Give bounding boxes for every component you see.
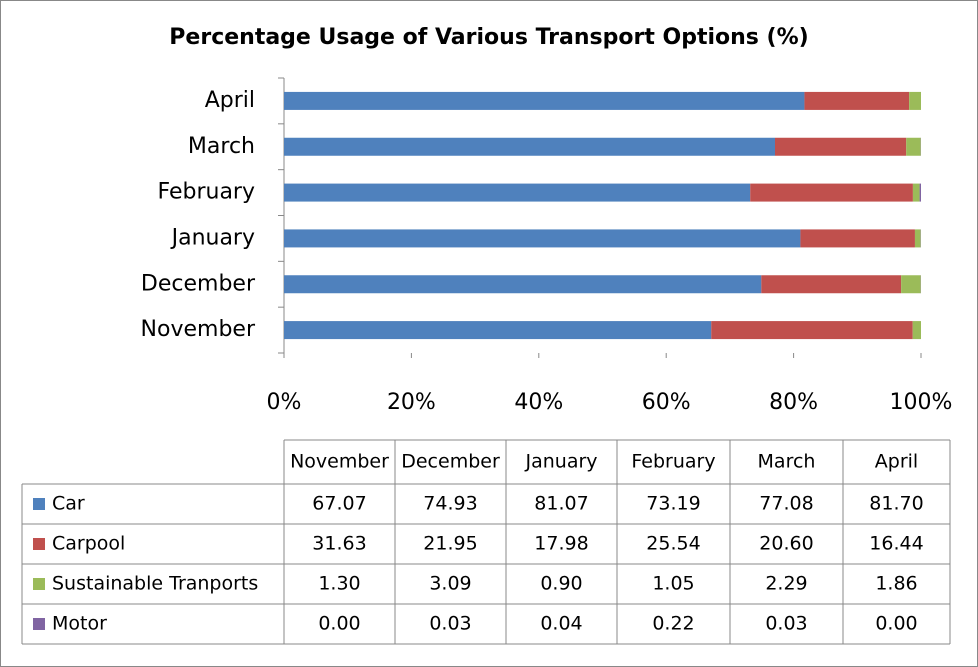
y-tick-label: February: [158, 180, 256, 205]
bar-segment: [804, 91, 910, 110]
x-tick-label: 40%: [514, 390, 563, 415]
table-cell: 0.90: [540, 573, 582, 595]
bar-segment: [284, 91, 805, 110]
table-header: March: [758, 451, 816, 473]
y-tick-label: April: [205, 88, 255, 113]
table-cell: 73.19: [646, 493, 700, 515]
legend-swatch: [33, 578, 45, 590]
x-tick-label: 0%: [267, 390, 302, 415]
table-cell: 25.54: [646, 533, 700, 555]
legend-swatch: [33, 498, 45, 510]
y-tick-label: December: [141, 271, 256, 296]
table-cell: 1.30: [318, 573, 360, 595]
legend-label: Motor: [52, 613, 107, 635]
bar-segment: [912, 321, 921, 340]
legend-label: Carpool: [52, 533, 125, 555]
table-header: November: [290, 451, 389, 473]
x-tick-label: 20%: [387, 390, 436, 415]
table-cell: 16.44: [869, 533, 923, 555]
table-cell: 0.03: [765, 613, 807, 635]
bar-segment: [901, 275, 921, 294]
bar-segment: [284, 183, 751, 202]
table-cell: 1.86: [875, 573, 917, 595]
table-header: December: [401, 451, 500, 473]
table-cell: 81.07: [534, 493, 588, 515]
x-tick-label: 100%: [890, 390, 953, 415]
legend-swatch: [33, 618, 45, 630]
table-cell: 21.95: [423, 533, 477, 555]
bar-segment: [750, 183, 913, 202]
table-cell: 1.05: [652, 573, 694, 595]
table-cell: 17.98: [534, 533, 588, 555]
legend-swatch: [33, 538, 45, 550]
table-cell: 77.08: [759, 493, 813, 515]
table-cell: 0.22: [652, 613, 694, 635]
bar-segment: [914, 229, 921, 248]
table-header: February: [631, 451, 715, 473]
bar-segment: [800, 229, 915, 248]
bar-segment: [761, 275, 902, 294]
x-tick-label: 80%: [769, 390, 818, 415]
table-cell: 0.04: [540, 613, 582, 635]
table-cell: 2.29: [765, 573, 807, 595]
y-tick-label: March: [188, 134, 255, 159]
table-cell: 3.09: [429, 573, 471, 595]
table-cell: 0.03: [429, 613, 471, 635]
bar-segment: [284, 229, 801, 248]
chart-title: Percentage Usage of Various Transport Op…: [169, 25, 808, 50]
bar-segment: [912, 183, 920, 202]
bar-segment: [909, 91, 921, 110]
table-cell: 20.60: [759, 533, 813, 555]
table-header: January: [524, 451, 597, 473]
table-header: April: [875, 451, 918, 473]
table-cell: 74.93: [423, 493, 477, 515]
y-tick-label: November: [141, 317, 256, 342]
bar-segment: [711, 321, 913, 340]
table-cell: 67.07: [312, 493, 366, 515]
bar-segment: [919, 183, 921, 202]
legend-label: Car: [52, 493, 85, 515]
table-cell: 81.70: [869, 493, 923, 515]
bar-segment: [284, 275, 762, 294]
bar-segment: [284, 137, 775, 156]
table-cell: 31.63: [312, 533, 366, 555]
x-tick-label: 60%: [642, 390, 691, 415]
y-tick-label: January: [170, 225, 255, 250]
legend-label: Sustainable Tranports: [52, 573, 258, 595]
bar-segment: [774, 137, 907, 156]
bar-segment: [284, 321, 712, 340]
table-cell: 0.00: [318, 613, 360, 635]
bar-segment: [906, 137, 921, 156]
table-cell: 0.00: [875, 613, 917, 635]
